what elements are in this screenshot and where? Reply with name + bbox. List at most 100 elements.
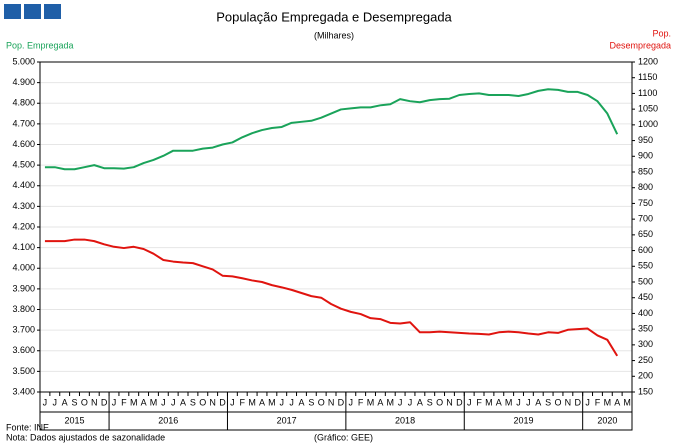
x-tick-label: F [358,397,364,407]
x-tick-label: S [545,397,551,407]
x-tick-label: M [387,397,395,407]
y2-axis-label: Pop. [652,28,671,38]
y2-tick-label: 1150 [638,72,657,82]
x-tick-label: M [130,397,138,407]
plot-frame [39,61,633,431]
x-tick-label: J [526,397,531,407]
x-tick-label: D [574,397,581,407]
x-tick-label: O [436,397,443,407]
x-tick-label: J [112,397,117,407]
x-tick-label: D [101,397,108,407]
x-tick-label: J [408,397,413,407]
y2-tick-label: 1200 [638,56,658,66]
y2-tick-label: 600 [638,245,653,255]
y-tick-label: 4.800 [12,98,35,108]
x-tick-label: N [91,397,98,407]
y2-axis-label: Desempregada [609,40,671,50]
x-tick-label: F [476,397,482,407]
x-tick-label: D [456,397,463,407]
y2-tick-label: 850 [638,166,653,176]
x-tick-label: J [279,397,284,407]
logo-square [44,4,61,19]
year-label: 2016 [158,415,178,425]
y-axis-label: Pop. Empregada [6,40,74,50]
x-tick-label: A [496,397,502,407]
y-tick-label: 4.600 [12,139,35,149]
year-label: 2015 [65,415,85,425]
y2-tick-label: 300 [638,339,653,349]
x-tick-label: J [230,397,235,407]
logo-square [4,4,21,19]
y2-tick-label: 950 [638,135,653,145]
y-tick-label: 3.400 [12,386,35,396]
y2-tick-label: 550 [638,261,653,271]
x-tick-label: M [505,397,513,407]
y-tick-label: 3.600 [12,345,35,355]
x-tick-label: J [161,397,166,407]
x-tick-label: N [565,397,572,407]
x-tick-label: J [289,397,294,407]
x-tick-label: A [259,397,265,407]
x-tick-label: A [535,397,541,407]
y-tick-label: 4.300 [12,201,35,211]
y2-tick-label: 650 [638,229,653,239]
chart-title: População Empregada e Desempregada [216,9,452,24]
x-tick-label: S [308,397,314,407]
y2-tick-label: 150 [638,386,653,396]
x-tick-label: A [298,397,304,407]
y-tick-label: 3.900 [12,283,35,293]
x-tick-label: N [209,397,216,407]
year-label: 2020 [597,415,617,425]
y-tick-label: 5.000 [12,56,35,66]
x-tick-label: J [53,397,58,407]
x-tick-label: A [141,397,147,407]
year-label: 2017 [277,415,297,425]
x-tick-label: F [121,397,127,407]
series-line [44,238,619,357]
x-tick-label: O [199,397,206,407]
y-tick-label: 4.100 [12,242,35,252]
y2-tick-label: 1050 [638,104,658,114]
y2-tick-label: 1000 [638,119,658,129]
y-tick-label: 4.200 [12,221,35,231]
x-tick-label: J [585,397,590,407]
x-tick-label: A [377,397,383,407]
source: Fonte: INE [6,422,49,432]
x-tick-label: A [62,397,68,407]
x-tick-label: D [219,397,226,407]
y2-tick-label: 250 [638,355,653,365]
logo-square [24,4,41,19]
chart-subtitle: (Milhares) [314,30,354,40]
year-label: 2019 [513,415,533,425]
y-tick-label: 4.400 [12,180,35,190]
note: Nota: Dados ajustados de sazonalidade [6,432,165,442]
x-tick-label: J [349,397,354,407]
x-tick-label: O [318,397,325,407]
x-tick-label: A [417,397,423,407]
y2-tick-label: 750 [638,198,653,208]
credit: (Gráfico: GEE) [314,432,373,442]
y-tick-label: 4.500 [12,160,35,170]
x-tick-label: M [485,397,493,407]
x-tick-label: M [623,397,631,407]
x-tick-label: J [467,397,472,407]
x-tick-label: O [81,397,88,407]
y-tick-label: 4.700 [12,118,35,128]
y-tick-label: 3.700 [12,325,35,335]
x-tick-label: F [595,397,601,407]
x-tick-label: S [427,397,433,407]
y-tick-label: 4.900 [12,77,35,87]
series-line [44,88,619,171]
x-tick-label: S [190,397,196,407]
y2-tick-label: 800 [638,182,653,192]
y2-tick-label: 200 [638,371,653,381]
x-tick-label: M [604,397,612,407]
x-tick-label: M [367,397,375,407]
x-tick-label: M [248,397,256,407]
x-tick-label: J [171,397,176,407]
x-tick-label: J [43,397,48,407]
y2-tick-label: 500 [638,276,653,286]
x-tick-label: M [268,397,276,407]
y2-tick-label: 350 [638,324,653,334]
x-tick-label: A [180,397,186,407]
